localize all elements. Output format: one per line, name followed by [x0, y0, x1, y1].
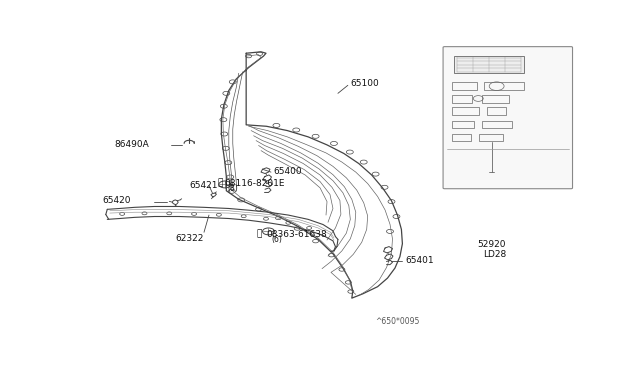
Bar [452, 107, 479, 115]
Bar [452, 134, 471, 141]
Text: ^650*0095: ^650*0095 [375, 317, 419, 326]
Text: 62322: 62322 [176, 234, 204, 243]
Text: Ⓢ: Ⓢ [257, 230, 262, 238]
Bar [452, 95, 472, 103]
Text: (6): (6) [271, 235, 282, 244]
Text: 65100: 65100 [350, 79, 379, 88]
Bar [454, 55, 524, 73]
Text: 08116-8201E: 08116-8201E [225, 179, 285, 187]
Text: (8): (8) [228, 184, 239, 193]
Bar [479, 134, 503, 141]
Bar [482, 95, 509, 103]
Text: 65401: 65401 [405, 256, 433, 265]
Bar [452, 82, 477, 90]
Text: Ⓑ: Ⓑ [218, 179, 223, 187]
Bar [452, 121, 474, 128]
Text: 65421: 65421 [189, 181, 218, 190]
Text: LD28: LD28 [483, 250, 506, 259]
FancyBboxPatch shape [443, 46, 573, 189]
Text: 08363-61638: 08363-61638 [266, 230, 327, 238]
Bar [486, 107, 506, 115]
Bar [482, 121, 511, 128]
Text: 86490A: 86490A [115, 140, 150, 149]
Text: 65400: 65400 [273, 167, 302, 176]
Text: 52920: 52920 [477, 240, 506, 248]
Text: 65420: 65420 [102, 196, 131, 205]
Bar [484, 82, 524, 90]
